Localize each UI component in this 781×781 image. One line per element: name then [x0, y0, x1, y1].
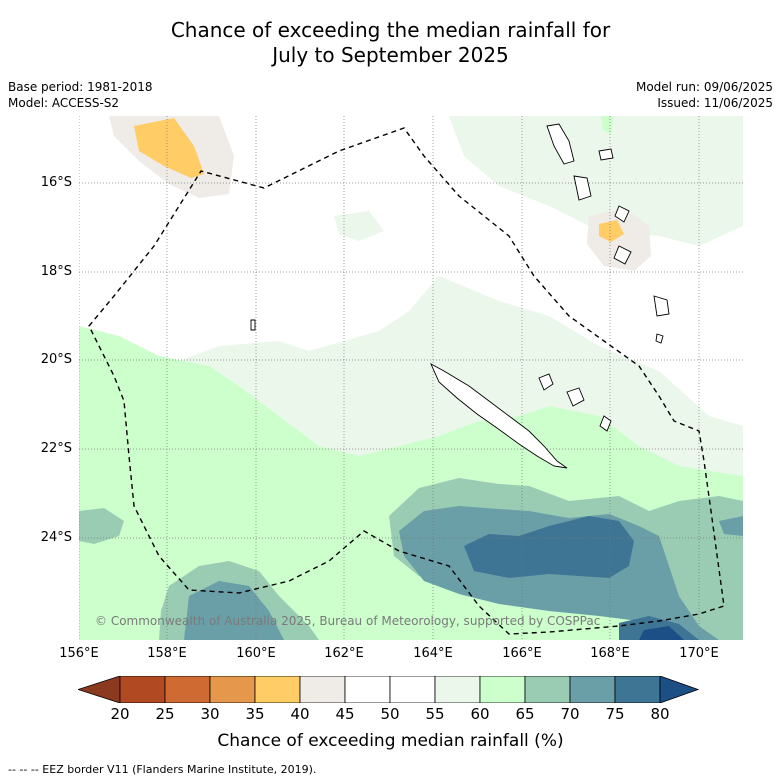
landmasses: [250, 123, 670, 469]
loyalty-island-2: [566, 387, 585, 407]
loyalty-island-1: [538, 373, 554, 391]
colorbar-cell: [389, 676, 436, 703]
title-line-2: July to September 2025: [272, 43, 509, 67]
band-70-75-east: [719, 516, 743, 536]
colorbar-tick-label: 60: [470, 705, 490, 723]
graticule: [79, 116, 743, 640]
colorbar-cell: [434, 676, 481, 703]
colorbar-cell: [209, 676, 256, 703]
lon-label-158e: 158°E: [147, 646, 187, 661]
title-line-1: Chance of exceeding the median rainfall …: [170, 18, 611, 42]
lon-label-164e: 164°E: [413, 646, 453, 661]
model-run: Model run: 09/06/2025: [635, 80, 773, 94]
meta-right: Model run: 09/06/2025 Issued: 11/06/2025: [636, 79, 773, 111]
lon-label-160e: 160°E: [236, 646, 276, 661]
band-60-65-blob: [171, 404, 219, 434]
meta-left: Base period: 1981-2018 Model: ACCESS-S2: [8, 79, 153, 111]
band-35-40-nw: [134, 118, 204, 178]
vanuatu-tanna: [613, 245, 632, 265]
colorbar-cell: [299, 676, 346, 703]
colorbar-tick-label: 70: [560, 705, 580, 723]
colorbar-tick-label: 80: [650, 705, 670, 723]
lon-label-156e: 156°E: [59, 646, 99, 661]
band-70-75-south: [184, 581, 284, 640]
small-island-west: [250, 319, 256, 331]
colorbar-tick-label: 55: [425, 705, 445, 723]
vanuatu-espiritu-santo: [546, 123, 575, 165]
lon-label-168e: 168°E: [590, 646, 630, 661]
colorbar-cell: [479, 676, 526, 703]
colorbar-cell: [119, 676, 166, 703]
lat-label-18s: 18°S: [40, 264, 72, 279]
lat-label-16s: 16°S: [40, 175, 72, 190]
colorbar-cell: [524, 676, 571, 703]
band-35-40-ne: [599, 220, 624, 242]
colorbar-tick-label: 40: [290, 705, 310, 723]
colorbar-title: Chance of exceeding median rainfall (%): [217, 731, 564, 751]
band-80-plus: [639, 626, 684, 640]
colorbar-tick-label: 20: [110, 705, 130, 723]
eez-footnote: -- -- -- EEZ border V11 (Flanders Marine…: [8, 763, 317, 776]
colorbar-tick-label: 30: [200, 705, 220, 723]
small-island-east: [653, 295, 670, 317]
colorbar-tick-label: 65: [515, 705, 535, 723]
model-name: Model: ACCESS-S2: [8, 96, 120, 110]
colorbar-tick-label: 75: [605, 705, 625, 723]
colorbar-tick-label: 50: [380, 705, 400, 723]
colorbar-cell: [164, 676, 211, 703]
loyalty-island-3: [599, 415, 612, 432]
base-period: Base period: 1981-2018: [8, 80, 153, 94]
band-75-80: [464, 516, 634, 578]
chart-title: Chance of exceeding the median rainfall …: [0, 18, 781, 68]
band-55-60-patch: [334, 211, 384, 241]
issued-date: Issued: 11/06/2025: [657, 96, 773, 110]
band-60-65-north: [601, 116, 614, 134]
colorbar: [78, 676, 700, 703]
lat-label-24s: 24°S: [40, 530, 72, 545]
rainfall-map: [79, 116, 743, 640]
colorbar-cell: [254, 676, 301, 703]
map-area: [79, 116, 743, 640]
vanuatu-malekula: [573, 175, 592, 201]
colorbar-cell: [344, 676, 391, 703]
colorbar-tick-label: 25: [155, 705, 175, 723]
vanuatu-efate: [614, 205, 630, 223]
colorbar-cell: [569, 676, 616, 703]
band-65-70-west: [79, 508, 124, 544]
lon-label-170e: 170°E: [679, 646, 719, 661]
new-caledonia-island: [430, 362, 568, 469]
lat-label-22s: 22°S: [40, 441, 72, 456]
lon-label-162e: 162°E: [324, 646, 364, 661]
colorbar-tick-label: 45: [335, 705, 355, 723]
colorbar-tick-label: 35: [245, 705, 265, 723]
vanuatu-north-islets: [598, 148, 614, 161]
lon-label-166e: 166°E: [502, 646, 542, 661]
lat-label-20s: 20°S: [40, 352, 72, 367]
copyright-notice: © Commonwealth of Australia 2025, Bureau…: [95, 614, 601, 628]
colorbar-extend-low: [78, 676, 121, 703]
small-island-far-east: [655, 333, 664, 344]
colorbar-extend-high: [659, 676, 700, 703]
colorbar-cell: [614, 676, 661, 703]
band-55-60-north: [449, 116, 743, 246]
